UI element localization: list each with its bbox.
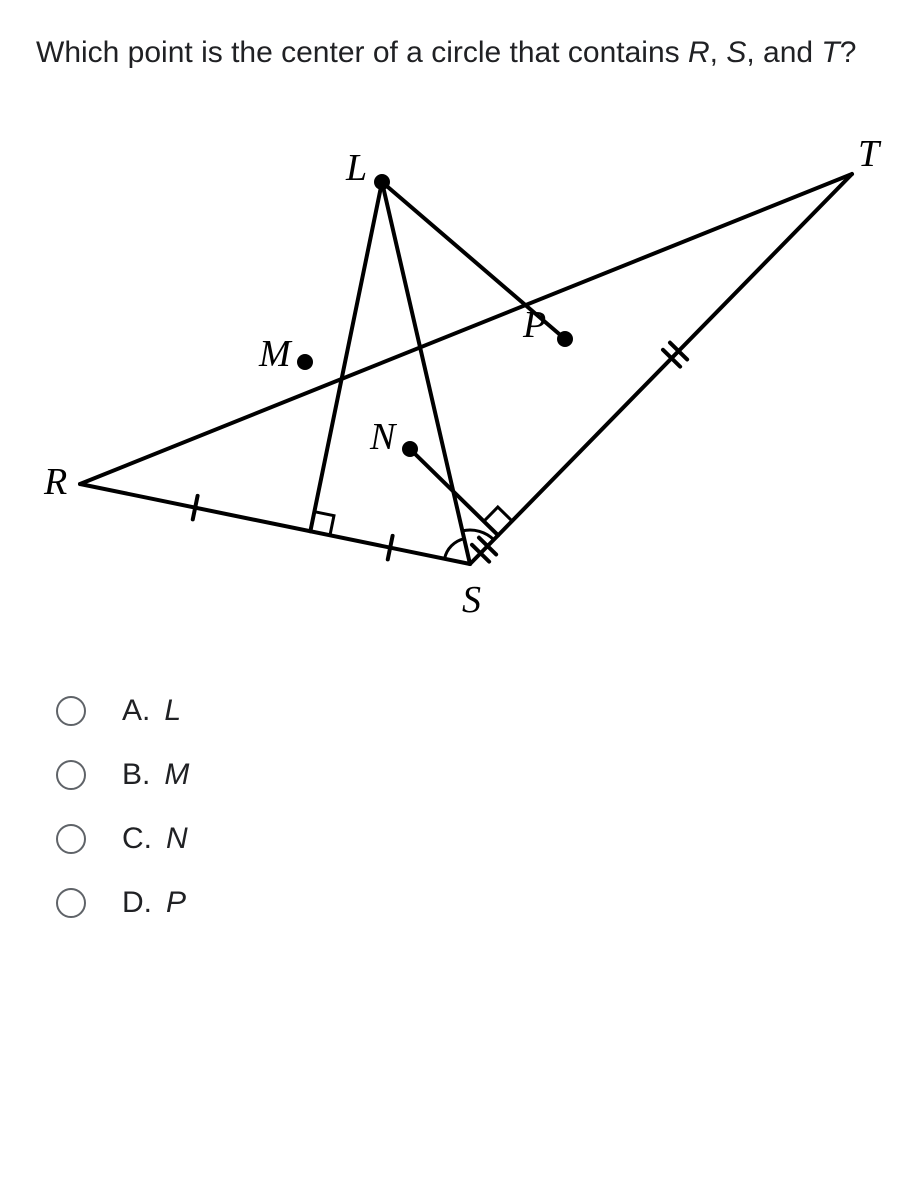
radio-icon[interactable] <box>56 696 86 726</box>
question-var-t: T <box>821 36 839 69</box>
option-value: P <box>166 886 186 919</box>
option-label: C. N <box>122 822 188 856</box>
option-letter: B. <box>122 758 150 791</box>
question-prefix: Which point is the center of a circle th… <box>36 36 688 69</box>
svg-text:L: L <box>345 147 367 189</box>
svg-text:R: R <box>43 461 67 503</box>
option-value: N <box>166 822 188 855</box>
option-d[interactable]: D. P <box>56 886 884 920</box>
svg-text:S: S <box>462 579 481 621</box>
svg-text:P: P <box>522 304 546 346</box>
question-text: Which point is the center of a circle th… <box>36 32 884 74</box>
question-var-r: R <box>688 36 710 69</box>
option-c[interactable]: C. N <box>56 822 884 856</box>
option-label: B. M <box>122 758 189 792</box>
radio-icon[interactable] <box>56 760 86 790</box>
question-suffix: ? <box>840 36 857 69</box>
option-value: L <box>164 694 181 727</box>
triangle-diagram: L M N P R S T <box>40 114 880 634</box>
svg-text:N: N <box>369 416 398 458</box>
option-value: M <box>164 758 189 791</box>
option-label: D. P <box>122 886 186 920</box>
radio-icon[interactable] <box>56 824 86 854</box>
answer-options: A. L B. M C. N D. P <box>56 694 884 920</box>
option-label: A. L <box>122 694 181 728</box>
option-a[interactable]: A. L <box>56 694 884 728</box>
svg-text:T: T <box>858 133 882 175</box>
question-var-s: S <box>726 36 746 69</box>
diagram-container: L M N P R S T <box>36 114 884 634</box>
option-letter: D. <box>122 886 152 919</box>
option-letter: A. <box>122 694 150 727</box>
option-letter: C. <box>122 822 152 855</box>
radio-icon[interactable] <box>56 888 86 918</box>
svg-text:M: M <box>258 333 293 375</box>
option-b[interactable]: B. M <box>56 758 884 792</box>
